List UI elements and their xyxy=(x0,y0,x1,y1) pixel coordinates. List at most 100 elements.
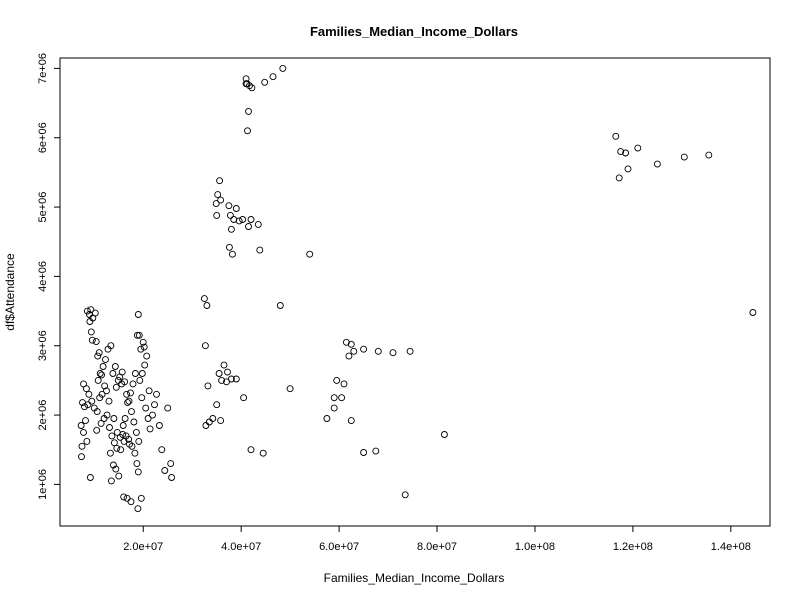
data-point xyxy=(99,363,107,370)
data-point xyxy=(109,370,117,377)
data-point xyxy=(213,211,221,219)
data-point xyxy=(115,472,123,480)
data-point xyxy=(240,394,248,402)
data-point xyxy=(135,437,143,445)
data-point xyxy=(125,435,133,443)
data-point xyxy=(117,446,125,454)
data-point xyxy=(92,338,100,346)
data-point xyxy=(124,399,132,407)
data-point xyxy=(130,418,138,426)
data-point xyxy=(624,165,632,173)
data-point xyxy=(622,149,630,157)
data-point xyxy=(247,446,255,454)
data-point xyxy=(98,371,106,379)
data-point xyxy=(347,417,355,425)
x-tick-label: 1.0e+08 xyxy=(515,541,555,553)
data-point xyxy=(406,347,414,355)
data-points xyxy=(77,64,757,513)
y-tick-label: 1e+06 xyxy=(37,469,49,500)
data-point xyxy=(84,401,92,409)
data-point xyxy=(202,422,210,429)
data-point xyxy=(139,338,147,346)
data-point xyxy=(129,380,137,388)
data-point xyxy=(125,397,133,405)
data-point xyxy=(227,225,235,233)
data-point xyxy=(401,491,409,499)
data-point xyxy=(259,449,267,457)
data-point xyxy=(108,432,116,440)
data-point xyxy=(137,345,145,353)
data-point xyxy=(94,352,102,360)
data-point xyxy=(106,424,113,431)
y-axis-label: df$Attendance xyxy=(3,253,17,331)
data-point xyxy=(135,331,143,339)
data-point xyxy=(153,390,160,398)
data-point xyxy=(144,415,152,422)
data-point xyxy=(132,428,140,436)
data-point xyxy=(617,148,625,156)
data-point xyxy=(98,390,106,398)
data-point xyxy=(245,223,252,230)
data-point xyxy=(88,336,96,344)
data-point xyxy=(261,78,269,86)
data-point xyxy=(203,302,211,309)
data-point xyxy=(164,404,172,412)
data-point xyxy=(279,64,287,72)
data-point xyxy=(88,397,96,405)
data-point xyxy=(111,363,119,370)
data-point xyxy=(82,385,90,393)
data-point xyxy=(107,342,115,350)
data-point xyxy=(134,505,142,513)
data-point xyxy=(330,394,338,402)
data-point xyxy=(158,446,166,454)
data-point xyxy=(204,382,212,390)
data-point xyxy=(330,404,338,412)
data-point xyxy=(93,426,101,434)
data-point xyxy=(232,205,240,212)
data-point xyxy=(95,349,103,357)
data-point xyxy=(112,465,120,473)
data-point xyxy=(106,449,114,457)
data-point xyxy=(110,415,118,422)
data-point xyxy=(749,309,757,316)
data-point xyxy=(131,370,139,377)
data-point xyxy=(146,425,154,433)
y-tick-label: 3e+06 xyxy=(37,330,49,361)
data-point xyxy=(118,380,126,388)
data-point xyxy=(133,460,141,468)
data-point xyxy=(133,331,141,339)
data-point xyxy=(86,474,94,481)
data-point xyxy=(269,73,277,81)
data-point xyxy=(78,453,85,461)
data-point xyxy=(205,418,213,426)
data-point xyxy=(142,404,150,412)
data-point xyxy=(215,370,223,377)
data-point xyxy=(239,216,247,223)
data-point xyxy=(78,442,86,450)
data-point xyxy=(110,439,118,447)
data-point xyxy=(137,494,145,502)
plot-frame xyxy=(59,57,771,527)
data-point xyxy=(228,250,236,258)
y-tick-label: 7e+06 xyxy=(37,53,49,84)
data-point xyxy=(128,408,135,416)
x-tick-label: 1.4e+08 xyxy=(711,541,751,553)
data-point xyxy=(634,144,642,152)
chart-title: Families_Median_Income_Dollars xyxy=(310,24,518,39)
data-point xyxy=(612,132,620,140)
data-point xyxy=(151,401,158,409)
data-point xyxy=(81,403,88,411)
data-point xyxy=(256,246,264,254)
data-point xyxy=(216,177,224,185)
data-point xyxy=(168,474,176,481)
data-point xyxy=(248,84,256,92)
data-point xyxy=(209,415,217,422)
y-tick-label: 6e+06 xyxy=(37,122,49,153)
data-point xyxy=(145,387,153,395)
data-point xyxy=(218,376,226,384)
data-point xyxy=(615,174,623,182)
data-point xyxy=(141,361,149,369)
data-point xyxy=(246,82,253,90)
data-point xyxy=(138,370,146,377)
